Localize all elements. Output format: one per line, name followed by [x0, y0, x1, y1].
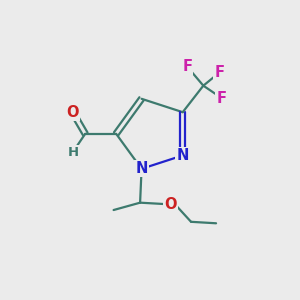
- Text: O: O: [164, 196, 177, 211]
- Text: F: F: [182, 59, 192, 74]
- Text: F: F: [217, 91, 226, 106]
- Text: N: N: [135, 161, 148, 176]
- Text: O: O: [67, 105, 79, 120]
- Text: F: F: [214, 65, 224, 80]
- Text: N: N: [176, 148, 189, 163]
- Text: H: H: [67, 146, 78, 159]
